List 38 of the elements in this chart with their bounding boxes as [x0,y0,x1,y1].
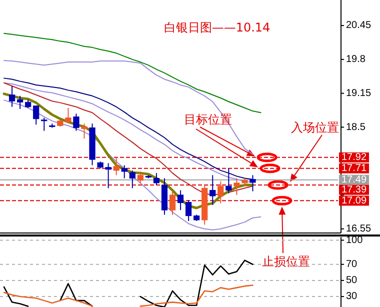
candlestick [153,172,160,186]
y-tick-label: 50 [346,275,358,286]
candlestick [129,170,136,189]
ref-line-label: 17.49 [341,174,367,186]
candlestick [8,86,16,108]
line-series [4,100,262,230]
y-tick-label: 18.5 [346,122,366,133]
candlestick [17,95,24,110]
annotation: 入场位置 [291,120,339,134]
y-tick-label: 19.15 [346,88,372,99]
candlestick [137,170,144,184]
y-tick-label: 16.55 [346,223,372,234]
candlestick [210,174,216,206]
ref-line-label: 17.39 [341,184,367,196]
candlestick [226,168,232,194]
candlestick [218,180,224,204]
candlestick [185,200,192,222]
line-series [4,60,254,155]
annotation: 目标位置 [184,112,232,126]
annotation: 止损位置 [262,254,310,268]
candlestick [113,156,120,176]
candlestick [33,105,40,126]
y-tick-label: 20.45 [346,20,372,32]
text: 白银日图——10.14 [164,20,270,34]
candlestick [73,113,80,132]
candlestick [81,123,88,140]
y-tick-label: 19.8 [346,54,366,66]
ref-line-label: 17.92 [341,152,367,164]
candlestick [41,117,48,132]
candlestick [169,190,176,216]
line-series [4,32,262,114]
ref-line-label: 17.71 [341,163,367,174]
candlestick [121,164,128,179]
y-tick-label: 70 [346,258,358,270]
candlestick [250,174,256,192]
y-tick-label: 30 [346,291,358,302]
ref-line-label: 17.09 [341,195,367,206]
candlestick [177,190,184,211]
